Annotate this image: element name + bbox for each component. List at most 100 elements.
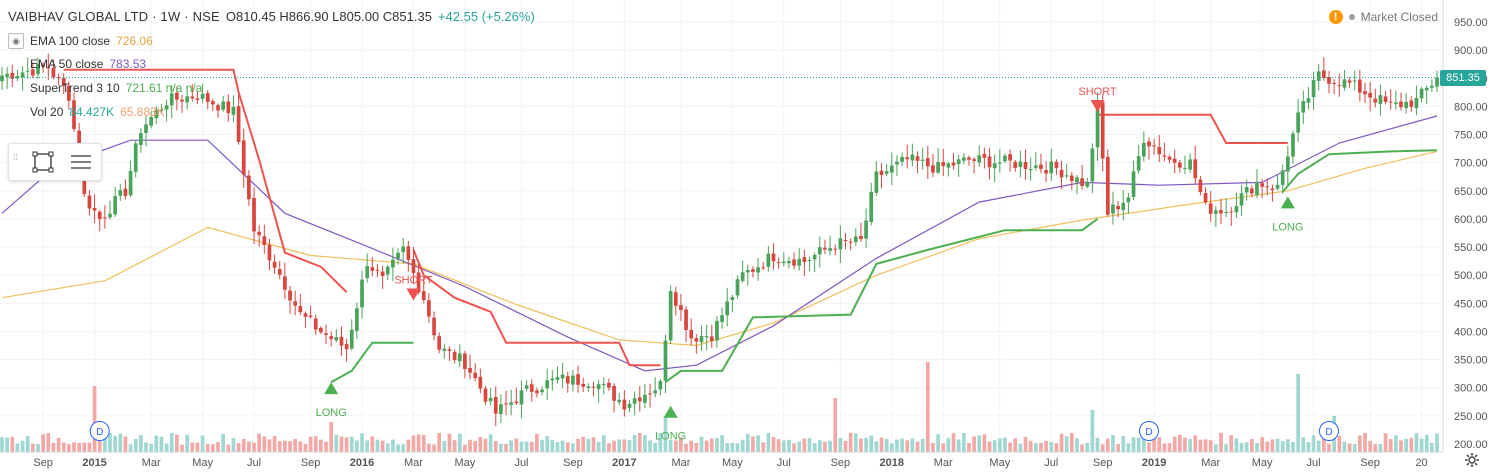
supertrend-down-segment xyxy=(1097,113,1288,144)
candle-body xyxy=(180,99,184,102)
legend-volume[interactable]: Vol 20 84.427K 65.883K xyxy=(8,105,165,119)
visibility-toggle-icon[interactable]: ◉ xyxy=(8,33,24,49)
lines-menu-icon[interactable] xyxy=(67,148,95,176)
ema100-line xyxy=(1,150,1438,347)
volume-bar xyxy=(421,435,426,452)
candle-body xyxy=(617,399,622,403)
volume-bar xyxy=(308,436,313,452)
volume-bar xyxy=(761,442,766,452)
candle-body xyxy=(252,197,256,232)
candle-body xyxy=(1378,95,1383,104)
candle-body xyxy=(910,154,915,161)
legend-supertrend[interactable]: SuperTrend 3 10 721.61 n/a n/a xyxy=(8,81,202,95)
candle-body xyxy=(92,207,97,211)
candle-body xyxy=(1414,97,1419,109)
volume-bar xyxy=(1409,437,1414,452)
volume-bar xyxy=(895,439,899,452)
candle-body xyxy=(833,248,838,250)
candle-body xyxy=(1141,142,1146,157)
drawing-toolbox[interactable]: ⁞⁞ xyxy=(8,143,102,181)
candle-body xyxy=(267,244,272,261)
legend-label: EMA 50 close xyxy=(30,57,104,71)
candle-body xyxy=(303,313,308,317)
candle-body xyxy=(848,241,853,243)
volume-bar xyxy=(1424,434,1429,452)
legend-label: SuperTrend 3 10 xyxy=(30,81,120,95)
candle-body xyxy=(776,262,781,264)
candle-body xyxy=(442,348,447,351)
candle-body xyxy=(56,77,61,79)
candle-body xyxy=(1003,155,1007,162)
volume-bar xyxy=(524,441,529,452)
volume-bar xyxy=(576,438,580,452)
volume-bar xyxy=(581,436,586,452)
candle-body xyxy=(535,390,539,394)
volume-bar xyxy=(643,435,647,452)
candle-body xyxy=(1162,155,1167,157)
candle-body xyxy=(1023,162,1028,170)
dividend-marker-icon[interactable] xyxy=(89,421,110,441)
candle-body xyxy=(36,63,40,75)
candle-body xyxy=(401,246,406,253)
dividend-marker-icon[interactable] xyxy=(1138,421,1159,441)
volume-bar xyxy=(123,436,128,452)
rectangle-tool-icon[interactable] xyxy=(29,148,57,176)
volume-bar xyxy=(745,433,750,452)
volume-bar xyxy=(1008,442,1012,452)
legend-ema50[interactable]: EMA 50 close 783.53 xyxy=(8,57,146,71)
candle-body xyxy=(581,383,586,387)
candle-body xyxy=(1260,183,1264,187)
candle-body xyxy=(1275,184,1280,189)
volume-bar xyxy=(1152,437,1156,452)
gear-icon[interactable] xyxy=(1464,452,1480,468)
candle-body xyxy=(1075,177,1079,183)
price-tick-label: 600.00 xyxy=(1454,214,1488,226)
volume-bar xyxy=(637,432,642,452)
volume-bar xyxy=(1059,433,1064,452)
volume-bar xyxy=(375,439,380,452)
volume-bar xyxy=(1208,440,1213,452)
volume-bar xyxy=(298,441,303,452)
candle-body xyxy=(118,190,123,196)
volume-bar xyxy=(1404,438,1408,452)
candle-body xyxy=(612,386,616,401)
volume-bar xyxy=(504,444,508,452)
candle-body xyxy=(709,336,714,341)
dividend-marker-icon[interactable] xyxy=(1318,421,1339,441)
volume-bar xyxy=(1291,442,1295,452)
candle-body xyxy=(1249,188,1254,194)
candle-body xyxy=(1296,112,1300,133)
candle-body xyxy=(637,397,642,402)
candle-body xyxy=(1419,88,1424,99)
long-signal-label: LONG xyxy=(1272,221,1303,233)
candle-body xyxy=(123,188,128,196)
volume-bar xyxy=(267,439,272,452)
candle-body xyxy=(967,157,971,160)
candle-body xyxy=(231,106,236,115)
candle-body xyxy=(488,397,493,402)
volume-bar xyxy=(1085,442,1090,452)
volume-bar xyxy=(401,444,406,452)
symbol-title[interactable]: VAIBHAV GLOBAL LTD · 1W · NSE xyxy=(8,9,220,24)
legend-ema100[interactable]: ◉ EMA 100 close 726.06 xyxy=(8,33,153,49)
candle-body xyxy=(1152,145,1156,147)
candle-body xyxy=(87,195,92,209)
drag-handle-icon[interactable]: ⁞⁞ xyxy=(13,152,19,162)
volume-bar xyxy=(1316,440,1321,452)
candle-body xyxy=(673,292,678,306)
candle-body xyxy=(355,308,359,331)
candle-body xyxy=(524,385,529,389)
volume-bar xyxy=(1311,435,1316,452)
candle-body xyxy=(1069,175,1074,182)
candle-body xyxy=(1203,193,1208,203)
volume-bar xyxy=(1177,434,1182,452)
volume-bar xyxy=(1363,433,1367,452)
volume-bar xyxy=(103,433,107,452)
candle-body xyxy=(82,167,87,195)
long-signal-label: LONG xyxy=(655,431,686,443)
warning-icon[interactable]: ! xyxy=(1328,10,1343,24)
time-tick-label: Jul xyxy=(1307,457,1321,469)
volume-bar xyxy=(1285,439,1290,452)
time-tick-label: Sep xyxy=(1093,457,1113,469)
